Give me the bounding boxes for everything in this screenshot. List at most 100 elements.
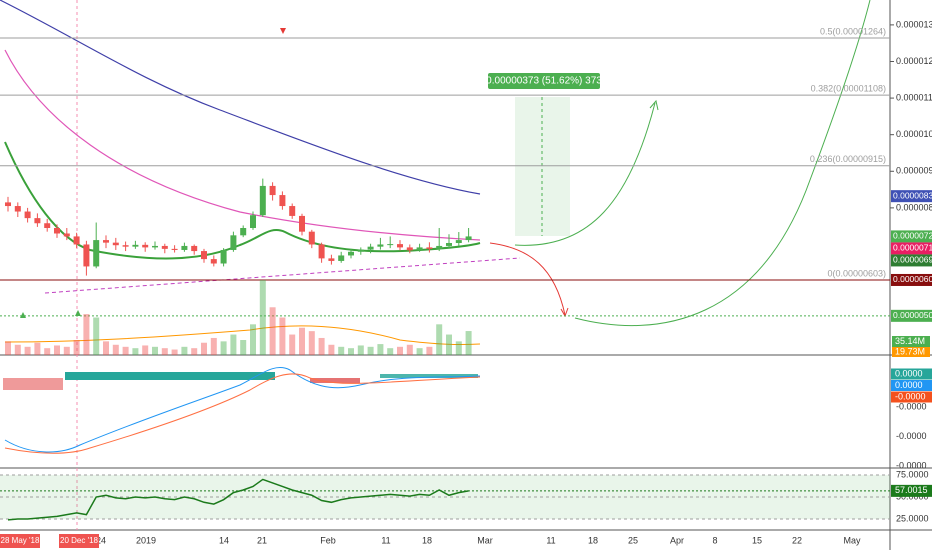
- price-badge: [891, 273, 932, 286]
- volume-ma-label: 19.73M: [895, 346, 925, 356]
- candle-body: [308, 231, 315, 245]
- x-tick-label: Apr: [670, 535, 684, 545]
- y-tick-label: 0.00000900: [896, 166, 932, 176]
- trend-line: [44, 257, 521, 294]
- volume-bar: [230, 334, 237, 355]
- volume-bar: [34, 342, 41, 355]
- x-tick-label: Feb: [320, 535, 336, 545]
- volume-bar: [201, 342, 207, 355]
- price-badge-label: 0.00000603: [893, 274, 932, 284]
- candle-body: [455, 240, 462, 244]
- volume-bar: [44, 348, 51, 355]
- candle-body: [465, 236, 472, 241]
- volume-bar: [348, 348, 354, 355]
- candle-body: [191, 245, 198, 252]
- macd-badge: [891, 368, 932, 380]
- macd-badge-label: 0.0000: [895, 380, 923, 390]
- ma-pink: [4, 49, 481, 241]
- candle-body: [132, 244, 139, 247]
- candle-body: [436, 245, 443, 249]
- volume-bar: [54, 345, 60, 355]
- price-badge: [891, 230, 932, 243]
- volume-bar: [250, 324, 256, 355]
- volume-bar: [112, 344, 119, 355]
- price-badge-label: 0.00000722: [893, 231, 932, 241]
- candle-body: [387, 244, 394, 246]
- x-tick-label: 18: [422, 535, 432, 545]
- macd-hist-neg: [310, 378, 360, 383]
- volume-bar: [240, 340, 247, 355]
- x-badge: [0, 534, 40, 548]
- volume-badge: [892, 336, 930, 347]
- candle-body: [259, 185, 266, 216]
- candle-body: [279, 195, 286, 207]
- candle-body: [63, 233, 70, 237]
- volume-bar: [377, 344, 384, 355]
- macd-hist-pos: [380, 374, 478, 378]
- projection-curve: [574, 0, 871, 327]
- volume-bar: [406, 344, 413, 355]
- arrow-head: [649, 99, 659, 111]
- fib-label: 0.236(0.00000915): [810, 154, 886, 164]
- macd-badge-label: -0.0000: [895, 391, 926, 401]
- fib-label: 0(0.00000603): [827, 268, 886, 278]
- volume-bar: [426, 346, 433, 355]
- projection-arrow-up: [514, 102, 656, 246]
- volume-bar: [161, 348, 168, 355]
- rsi-badge: [891, 484, 932, 497]
- candle-body: [122, 245, 129, 247]
- macd-axis-label: -0.0000: [896, 460, 927, 470]
- x-tick-label: 21: [257, 535, 267, 545]
- candle-body: [210, 259, 217, 264]
- candle-body: [338, 255, 345, 261]
- x-tick-label: 14: [219, 535, 229, 545]
- fib-label: 0.382(0.00001108): [811, 84, 886, 94]
- candle-body: [299, 215, 305, 232]
- candle-body: [416, 247, 423, 251]
- rsi-line: [7, 478, 469, 521]
- macd-badge: [891, 380, 932, 391]
- price-badge: [891, 190, 932, 203]
- candle-body: [5, 202, 11, 207]
- volume-bar: [181, 346, 188, 355]
- volume-bar: [63, 346, 70, 355]
- y-tick-label: 0.00001100: [896, 92, 932, 102]
- volume-bar: [132, 348, 139, 355]
- candle-body: [83, 244, 90, 267]
- volume-bar: [455, 341, 462, 355]
- ma-blue: [0, 0, 481, 195]
- candle-body: [161, 245, 168, 249]
- x-tick-label: Mar: [477, 535, 493, 545]
- volume-bar: [24, 346, 31, 355]
- candle-body: [328, 258, 335, 261]
- volume-bar: [103, 341, 109, 355]
- candle-body: [142, 244, 149, 248]
- macd-axis-label: -0.0000: [896, 431, 927, 441]
- rsi-tick-label: 25.0000: [896, 513, 929, 523]
- candle-body: [181, 245, 188, 250]
- candle-body: [357, 249, 364, 252]
- y-tick-label: 0.00001000: [896, 129, 932, 139]
- price-badge: [891, 254, 932, 267]
- volume-bar: [142, 345, 149, 355]
- candle-body: [318, 244, 325, 259]
- fib-label: 0.5(0.00001264): [820, 26, 886, 36]
- volume-bar: [446, 334, 452, 355]
- volume-bar: [436, 324, 443, 355]
- volume-bar: [338, 346, 345, 355]
- candle-body: [289, 206, 296, 216]
- macd-axis-label: -0.0000: [896, 401, 927, 411]
- candle-body: [406, 247, 413, 251]
- volume-bar: [387, 348, 394, 355]
- candle-body: [152, 245, 158, 248]
- volume-ma-badge: [892, 347, 930, 357]
- rsi-tick-label: 75.0000: [896, 469, 929, 479]
- macd-line: [4, 367, 481, 453]
- volume-bar: [220, 341, 227, 355]
- candle-body: [230, 235, 237, 250]
- marker: [75, 310, 81, 316]
- volume-bar: [73, 340, 80, 355]
- marker: [20, 312, 26, 318]
